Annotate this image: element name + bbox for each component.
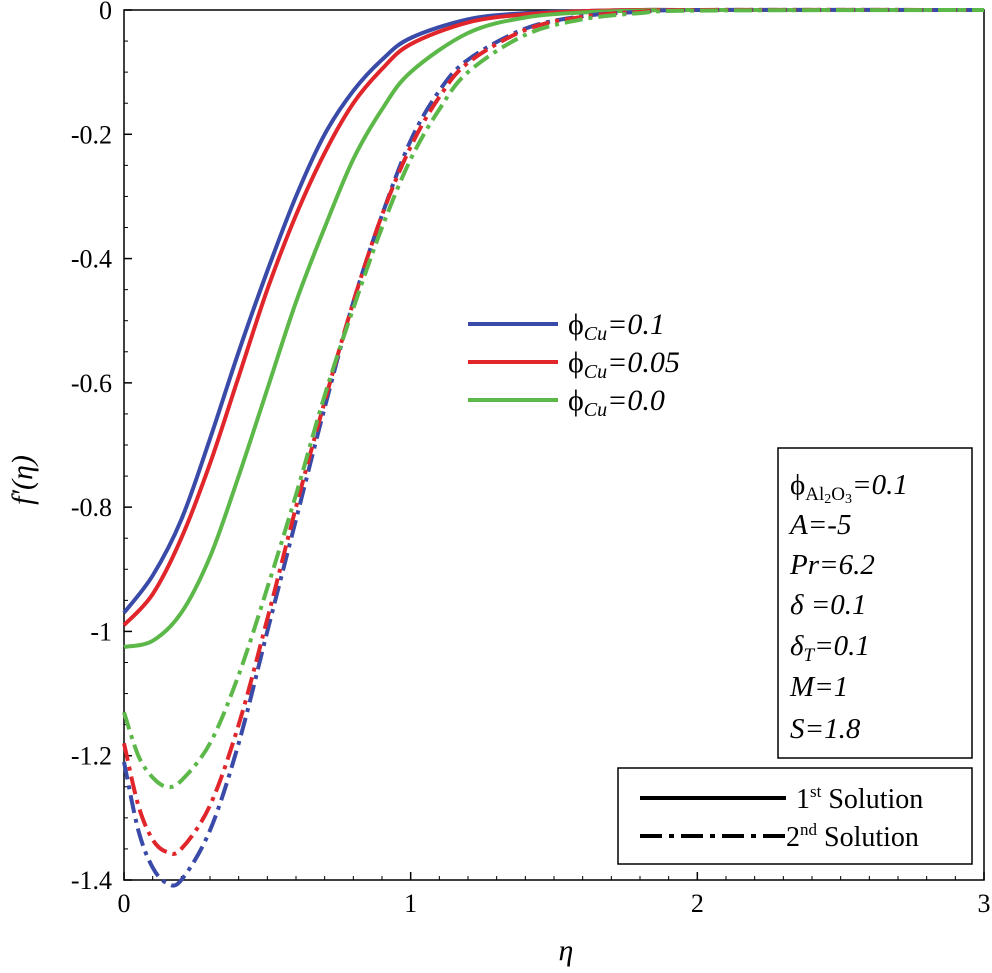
x-tick-label: 1 [404,889,417,918]
y-axis-title: f′(η) [6,455,39,505]
color-legend: ϕCu=0.1 ϕCu=0.05 ϕCu=0.0 [468,308,680,421]
series-layer [122,7,985,888]
legend-label-2: ϕCu=0.0 [568,384,665,421]
x-tick-label: 3 [978,889,991,918]
x-axis-title: η [559,934,574,967]
y-tick-label: -0.4 [71,245,112,274]
param-phi-al2o3: ϕAl2O3=0.1 [790,469,908,507]
parameters-box: ϕAl2O3=0.1 A=-5 Pr=6.2 δ =0.1 δT=0.1 M=1… [777,447,973,759]
series-line-5 [122,8,985,790]
param-delta: δ =0.1 [790,589,867,621]
y-tick-label: -1.2 [71,742,112,771]
axis-ticks: 0 1 2 3 0 -0.2 -0.4 -0.6 -0.8 -1 -1.2 -1.4 [71,0,991,918]
solution-label-first: 1st Solution [796,782,923,815]
y-tick-label: -1.4 [71,866,112,895]
solution-label-second: 2nd Solution [786,820,919,853]
y-tick-label: -0.6 [71,369,112,398]
param-delta-t: δT=0.1 [790,630,870,666]
legend-label-1: ϕCu=0.05 [568,346,680,383]
param-s: S=1.8 [790,713,861,745]
legend-label-0: ϕCu=0.1 [568,308,665,345]
y-tick-label: 0 [99,0,112,25]
param-pr: Pr=6.2 [789,549,875,581]
x-tick-label: 2 [691,889,704,918]
y-tick-label: -0.8 [71,493,112,522]
y-tick-label: -0.2 [71,120,112,149]
solution-legend: 1st Solution 2nd Solution [617,767,973,865]
param-m: M=1 [789,671,848,703]
param-a: A=-5 [788,509,851,541]
x-tick-label: 0 [118,889,131,918]
y-tick-label: -1 [90,617,112,646]
